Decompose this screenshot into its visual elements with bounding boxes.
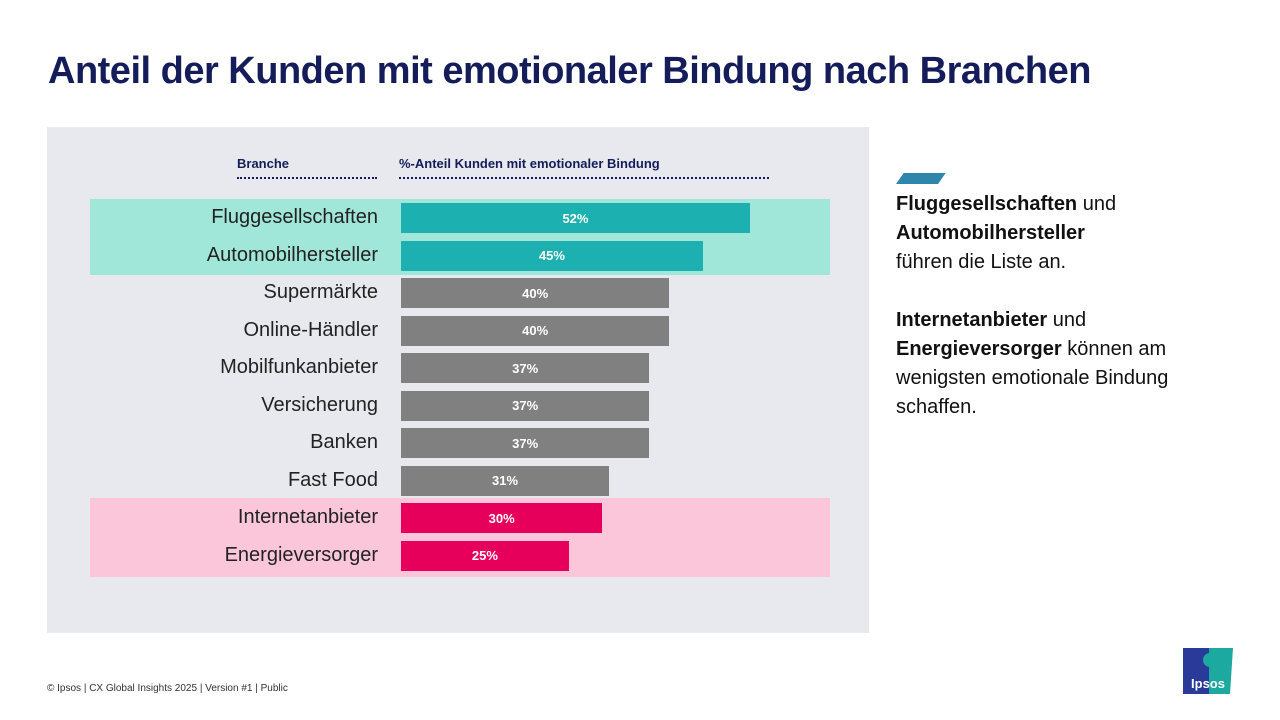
insight-text: Fluggesellschaften und Automobilherstelle… (896, 190, 1196, 422)
insight-text-part: führen die Liste an. (896, 251, 1067, 273)
column-header-branche: Branche (237, 156, 377, 179)
insight-bold: Internetanbieter (896, 309, 1048, 331)
bar: 40% (401, 278, 670, 308)
svg-text:Ipsos: Ipsos (1191, 676, 1225, 691)
bar-row: Mobilfunkanbieter 37% (90, 350, 830, 386)
insight-bold: Automobilhersteller (896, 222, 1085, 244)
data-label: 31% (491, 473, 519, 488)
column-header-share: %-Anteil Kunden mit emotionaler Bindung (399, 156, 769, 179)
data-label: 30% (488, 510, 515, 526)
ipsos-logo: Ipsos (1183, 648, 1233, 694)
category-label: Online-Händler (243, 318, 378, 341)
bar: 37% (401, 428, 650, 458)
data-label: 40% (522, 285, 549, 301)
data-label: 52% (562, 210, 589, 226)
footer: © Ipsos | CX Global Insights 2025 | Vers… (47, 683, 288, 694)
data-label: 45% (538, 248, 565, 263)
insight-text-part: können am wenigsten emotionale Bindung s… (896, 338, 1169, 418)
insight-text-part: und (1077, 193, 1117, 215)
bar-row: Internetanbieter 30% (90, 500, 830, 536)
category-label: Automobilhersteller (206, 243, 378, 266)
bar: 45% (401, 240, 703, 271)
insight-bold: Fluggesellschaften (896, 193, 1078, 215)
insight-text-part: und (1047, 309, 1087, 331)
bar-row: Versicherung 37% (90, 388, 830, 424)
bar: 25% (401, 540, 569, 571)
data-label: 40% (522, 323, 549, 338)
category-label: Energieversorger (224, 543, 378, 566)
category-label: Versicherung (261, 393, 378, 416)
bar-row: Online-Händler 40% (90, 313, 830, 349)
bar-row: Banken 37% (90, 425, 830, 461)
data-label: 37% (512, 398, 539, 413)
bar: 30% (401, 503, 603, 533)
bar-row: Energieversorger 25% (90, 538, 830, 574)
data-label: 25% (471, 548, 498, 563)
bar: 31% (401, 465, 609, 496)
data-label: 37% (512, 435, 539, 451)
bar-row: Supermärkte 40% (90, 275, 830, 311)
category-label: Supermärkte (263, 281, 379, 303)
category-label: Fluggesellschaften (211, 206, 378, 228)
bar: 37% (401, 390, 650, 421)
category-label: Banken (310, 431, 378, 453)
insight-bold: Energieversorger (896, 338, 1062, 360)
bar: 52% (401, 203, 750, 233)
bar-row: Fast Food 31% (90, 463, 830, 499)
bar-row: Fluggesellschaften 52% (90, 200, 830, 236)
bar: 37% (401, 353, 650, 383)
accent-mark (896, 173, 946, 184)
bar: 40% (401, 315, 670, 346)
data-label: 37% (512, 360, 539, 376)
category-label: Mobilfunkanbieter (220, 356, 378, 378)
category-label: Fast Food (287, 468, 378, 491)
page-title: Anteil der Kunden mit emotionaler Bindun… (48, 50, 1091, 92)
bar-row: Automobilhersteller 45% (90, 238, 830, 274)
category-label: Internetanbieter (237, 506, 378, 528)
